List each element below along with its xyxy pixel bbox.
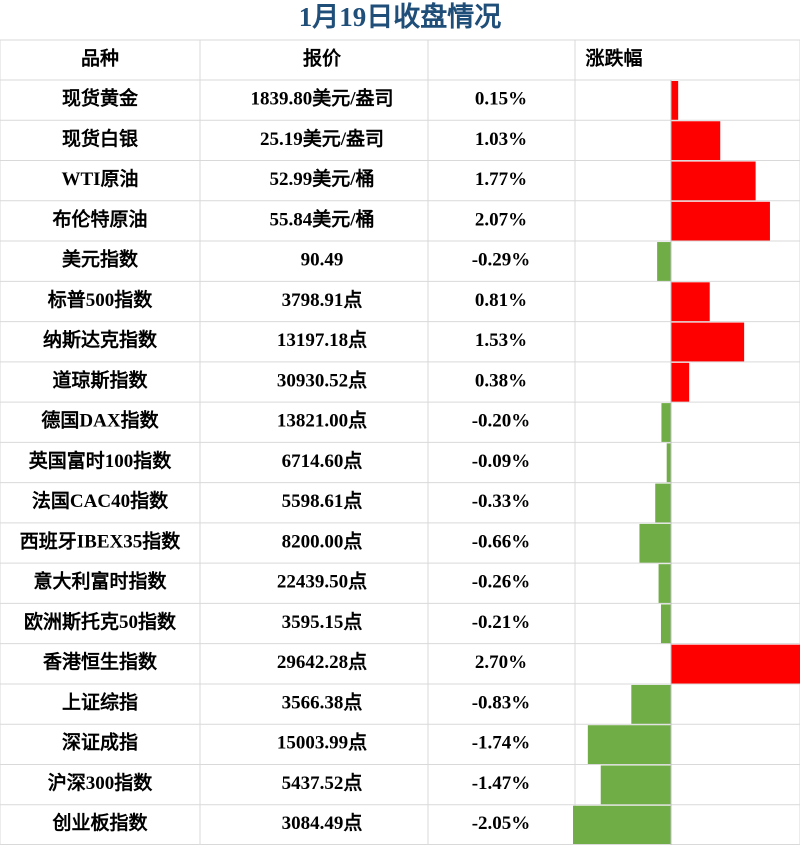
change-bar [671, 81, 679, 121]
price-cell: 6714.60点 [282, 450, 363, 472]
price-cell: 30930.52点 [277, 369, 367, 391]
change-cell: -0.66% [472, 531, 531, 552]
change-bar [600, 765, 671, 805]
price-cell: 22439.50点 [277, 571, 367, 593]
name-cell: 德国DAX指数 [41, 409, 159, 432]
name-cell: 西班牙IBEX35指数 [20, 529, 181, 552]
change-cell: 0.81% [475, 290, 527, 311]
change-bar [671, 121, 721, 161]
name-cell: 上证综指 [62, 690, 138, 713]
price-cell: 13197.18点 [277, 329, 367, 351]
change-bar [587, 725, 671, 765]
change-bar [671, 362, 690, 403]
name-cell: 美元指数 [62, 248, 139, 271]
change-cell: -0.83% [472, 692, 531, 713]
change-bar [631, 684, 671, 725]
change-cell: 0.15% [475, 88, 527, 109]
change-cell: -0.21% [472, 612, 531, 633]
name-cell: 布伦特原油 [52, 207, 147, 230]
change-bar [573, 805, 671, 845]
price-cell: 3798.91点 [282, 289, 363, 311]
name-cell: WTI原油 [61, 168, 138, 190]
change-bar [671, 161, 756, 201]
change-cell: -0.20% [472, 411, 531, 432]
name-cell: 道琼斯指数 [52, 368, 148, 391]
price-cell: 15003.99点 [277, 732, 367, 754]
price-cell: 29642.28点 [277, 651, 367, 673]
name-cell: 欧洲斯托克50指数 [24, 610, 177, 633]
price-cell: 3084.49点 [282, 812, 363, 834]
price-cell: 1839.80美元/盎司 [250, 86, 393, 109]
change-cell: 2.07% [475, 209, 527, 230]
change-bar [655, 483, 671, 523]
change-cell: -0.29% [472, 250, 531, 271]
price-cell: 5598.61点 [282, 490, 363, 512]
change-cell: -0.09% [472, 451, 531, 472]
title: 1月19日收盘情况 [299, 1, 502, 32]
change-cell: 1.77% [475, 169, 527, 190]
change-bar [671, 201, 770, 242]
change-cell: -1.47% [472, 773, 531, 794]
change-bar [658, 564, 671, 604]
change-cell: 0.38% [475, 370, 527, 391]
change-cell: 1.53% [475, 330, 527, 351]
price-cell: 25.19美元/盎司 [260, 127, 384, 150]
name-cell: 纳斯达克指数 [43, 328, 158, 351]
change-cell: -0.26% [472, 572, 531, 593]
name-cell: 现货黄金 [62, 86, 139, 109]
change-bar [671, 322, 745, 362]
name-cell: 标普500指数 [48, 288, 154, 311]
change-cell: -2.05% [472, 813, 531, 834]
name-cell: 英国富时100指数 [29, 449, 173, 472]
price-cell: 3595.15点 [282, 611, 363, 633]
change-cell: -1.74% [472, 733, 531, 754]
name-cell: 现货白银 [62, 127, 139, 150]
change-bar [666, 443, 671, 483]
price-cell: 5437.52点 [282, 772, 363, 794]
change-bar [639, 523, 671, 564]
column-header: 品种 [81, 47, 119, 69]
change-cell: 1.03% [475, 129, 527, 150]
change-bar [661, 403, 671, 443]
price-cell: 13821.00点 [277, 410, 367, 432]
column-header: 报价 [303, 46, 342, 69]
price-cell: 90.49 [301, 250, 344, 271]
price-cell: 55.84美元/桶 [269, 207, 374, 230]
change-bar [671, 644, 800, 684]
name-cell: 沪深300指数 [48, 771, 154, 794]
price-cell: 52.99美元/桶 [269, 167, 374, 190]
name-cell: 意大利富时指数 [33, 570, 167, 593]
change-bar [660, 604, 671, 644]
name-cell: 法国CAC40指数 [32, 489, 169, 512]
column-header: 涨跌幅 [585, 46, 642, 69]
change-bar [671, 282, 710, 322]
name-cell: 创业板指数 [51, 811, 148, 834]
change-cell: 2.70% [475, 652, 527, 673]
name-cell: 香港恒生指数 [42, 650, 158, 673]
name-cell: 深证成指 [62, 731, 138, 754]
price-cell: 8200.00点 [282, 530, 363, 552]
change-bar [657, 242, 671, 282]
change-cell: -0.33% [472, 491, 531, 512]
price-cell: 3566.38点 [282, 691, 363, 713]
